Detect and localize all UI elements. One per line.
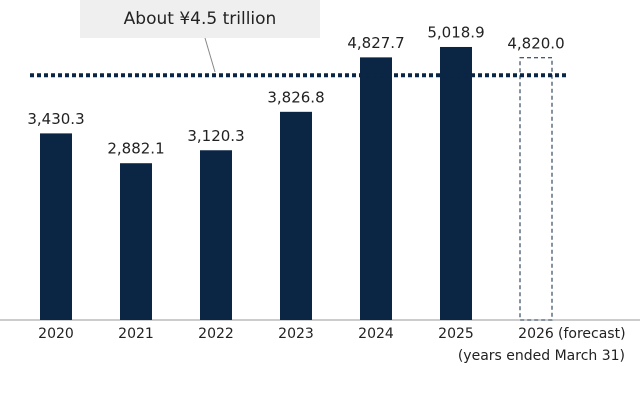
callout-pointer (204, 37, 216, 73)
x-note: (years ended March 31) (458, 348, 625, 364)
bar (120, 163, 152, 320)
x-tick-label: 2023 (278, 326, 314, 342)
bar (280, 111, 312, 320)
reference-label: About ¥4.5 trillion (124, 9, 277, 29)
bar (360, 57, 392, 321)
forecast-label: (forecast) (558, 326, 626, 342)
x-tick-label: 2020 (38, 326, 74, 342)
value-label: 5,018.9 (427, 23, 484, 41)
x-tick-label: 2025 (438, 326, 474, 342)
bar (40, 133, 72, 320)
value-label: 3,120.3 (187, 127, 244, 145)
value-label: 4,827.7 (347, 34, 404, 52)
x-tick-label: 2026 (518, 326, 554, 342)
forecast-bar (519, 57, 553, 321)
bar (440, 46, 472, 321)
value-label: 2,882.1 (107, 140, 164, 158)
x-tick-label: 2022 (198, 326, 234, 342)
bar (200, 150, 232, 320)
value-label: 3,826.8 (267, 88, 324, 106)
value-label: 4,820.0 (507, 34, 564, 52)
x-tick-label: 2024 (358, 326, 394, 342)
value-label: 3,430.3 (27, 110, 84, 128)
callout-box (80, 0, 320, 38)
x-tick-label: 2021 (118, 326, 154, 342)
